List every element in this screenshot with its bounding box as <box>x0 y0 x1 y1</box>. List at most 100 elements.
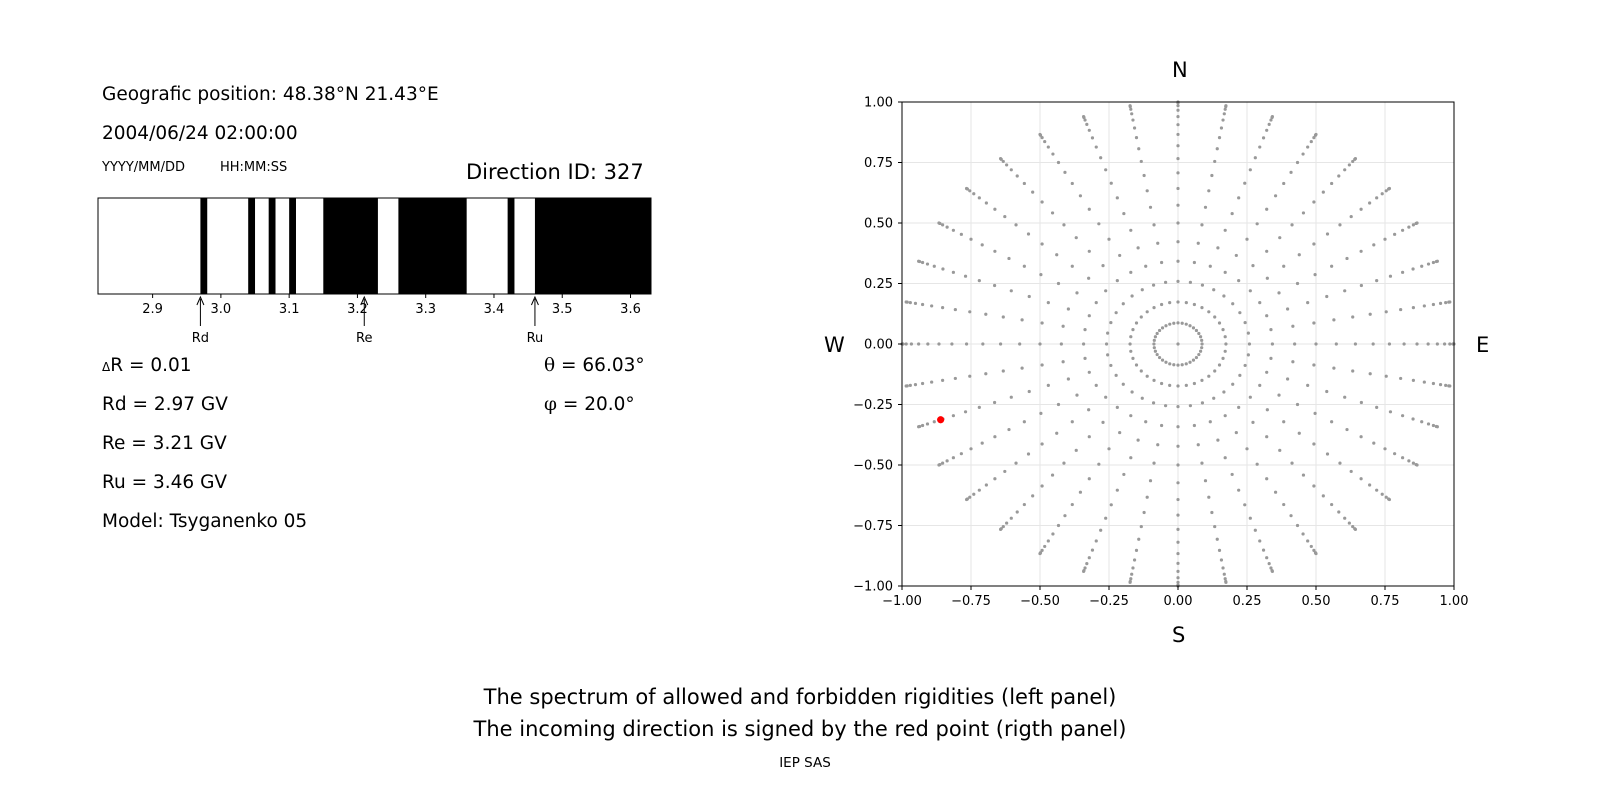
model-name: Model: Tsyganenko 05 <box>102 511 308 532</box>
grid-point <box>1040 242 1044 246</box>
grid-point <box>1050 473 1055 477</box>
grid-point <box>1140 288 1144 292</box>
grid-point <box>977 196 981 200</box>
grid-point <box>1168 301 1172 305</box>
grid-point <box>1255 222 1259 226</box>
grid-point <box>1109 363 1113 368</box>
grid-point <box>1243 363 1247 368</box>
grid-point <box>1297 431 1301 435</box>
grid-point <box>1134 136 1139 140</box>
grid-point <box>1269 118 1273 122</box>
spectrum-ticks: 2.9 3.0 3.1 3.2 3.3 3.4 3.5 3.6 <box>142 294 641 317</box>
grid-point <box>1216 438 1220 442</box>
grid-point <box>917 342 921 346</box>
incoming-direction-point <box>937 416 945 424</box>
delta-r-value: ΔR = 0.01 <box>102 355 192 376</box>
grid-point <box>1312 321 1316 325</box>
grid-point <box>1188 404 1193 408</box>
grid-point <box>1062 223 1066 227</box>
theta-symbol: θ <box>544 355 556 376</box>
grid-point <box>913 382 918 387</box>
grid-point <box>1160 302 1164 307</box>
grid-point <box>1216 246 1220 250</box>
grid-point <box>1160 260 1164 265</box>
grid-point <box>1176 580 1180 584</box>
grid-point <box>1265 477 1269 481</box>
grid-point <box>1245 237 1249 241</box>
grid-point <box>1155 331 1159 336</box>
grid-point <box>1353 157 1358 161</box>
grid-point <box>925 262 930 266</box>
y-tick-label: −0.75 <box>853 519 893 534</box>
grid-point <box>1039 272 1043 277</box>
grid-point <box>1176 114 1180 119</box>
grid-point <box>920 260 925 265</box>
grid-point <box>1237 196 1241 200</box>
grid-point <box>1380 192 1384 196</box>
grid-point <box>1129 107 1133 111</box>
grid-point <box>1043 139 1047 144</box>
grid-point <box>1114 311 1118 315</box>
grid-point <box>1368 372 1372 376</box>
grid-point <box>1219 558 1224 562</box>
grid-point <box>1309 544 1313 549</box>
grid-point <box>1009 516 1013 520</box>
grid-point <box>1222 390 1226 394</box>
grid-point <box>1253 528 1257 532</box>
grid-point <box>1121 302 1125 306</box>
grid-point <box>1083 356 1087 360</box>
grid-point <box>1160 326 1165 330</box>
grid-point <box>937 342 941 346</box>
marker-label: Ru <box>527 331 544 346</box>
grid-point <box>1121 382 1125 386</box>
grid-point <box>1104 168 1108 172</box>
grid-point <box>1199 349 1203 353</box>
grid-point <box>1152 346 1156 350</box>
grid-point <box>1295 402 1300 407</box>
grid-point <box>1176 576 1180 580</box>
grid-point <box>1210 173 1214 178</box>
grid-point <box>1224 104 1228 108</box>
grid-point <box>993 283 997 288</box>
grid-point <box>1176 481 1180 485</box>
grid-point <box>1245 447 1249 451</box>
grid-point <box>1015 510 1019 514</box>
grid-point <box>1188 360 1192 364</box>
time-format-label: HH:MM:SS <box>220 160 288 175</box>
grid-point <box>1353 527 1358 531</box>
grid-point <box>1001 524 1005 529</box>
grid-point <box>1156 241 1160 245</box>
grid-point <box>1359 435 1363 439</box>
grid-point <box>1200 338 1204 342</box>
grid-point <box>1066 307 1070 311</box>
grid-point <box>1270 569 1274 574</box>
grid-point <box>1444 383 1448 387</box>
grid-point <box>1347 163 1351 167</box>
grid-point <box>1431 423 1436 428</box>
grid-point <box>1014 223 1018 227</box>
grid-point <box>1070 264 1074 268</box>
grid-point <box>1066 377 1070 381</box>
grid-point <box>1083 118 1087 122</box>
grid-point <box>1301 211 1306 215</box>
grid-point <box>1312 548 1316 552</box>
grid-point <box>1243 181 1247 185</box>
grid-point <box>1131 118 1135 122</box>
grid-point <box>1282 264 1286 268</box>
grid-point <box>1046 301 1050 305</box>
forbidden-band <box>248 198 256 294</box>
grid-point <box>1046 383 1050 387</box>
grid-point <box>1139 524 1143 529</box>
grid-point <box>953 307 957 312</box>
grid-point <box>941 306 945 310</box>
x-tick-label: −0.25 <box>1089 594 1129 609</box>
grid-point <box>920 381 925 386</box>
grid-point <box>1122 472 1126 477</box>
scatter-ticks: −1.00 −0.75 −0.50 −0.25 0.00 0.25 0.50 0.75 1.00… <box>853 96 1468 610</box>
grid-point <box>1005 163 1009 167</box>
grid-point <box>1270 114 1274 119</box>
x-tick-label: −0.75 <box>951 594 991 609</box>
grid-point <box>1337 174 1341 178</box>
grid-point <box>1046 539 1050 543</box>
